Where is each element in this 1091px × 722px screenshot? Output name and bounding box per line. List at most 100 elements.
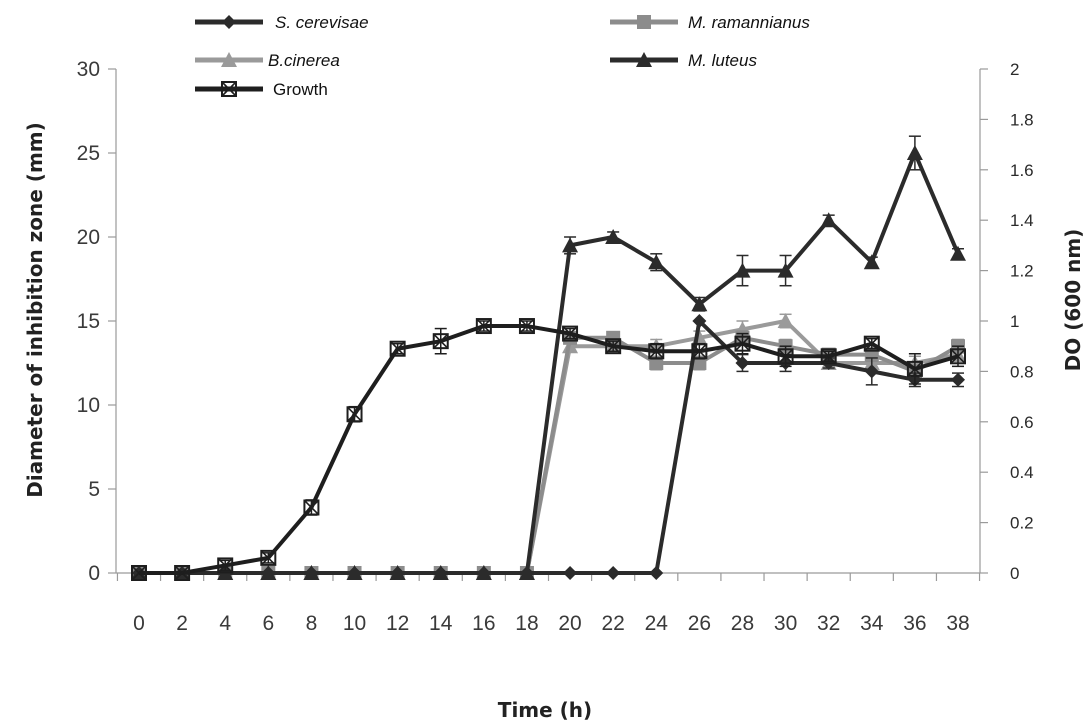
data-point (389, 565, 406, 580)
data-point (692, 314, 707, 328)
marker-cross (303, 499, 319, 516)
data-point (951, 372, 965, 387)
legend-swatch-marker (221, 52, 237, 67)
marker-cross (131, 565, 147, 581)
y-left-tick-label: 20 (77, 226, 100, 249)
marker-cross (519, 318, 535, 334)
y-axis-left-title: Diameter of inhibition zone (mm) (23, 122, 47, 498)
marker-box (648, 343, 665, 360)
data-point (303, 565, 320, 580)
x-tick-label: 20 (558, 612, 581, 635)
data-point (605, 229, 622, 244)
data-point (131, 565, 147, 581)
series-m-luteus (131, 135, 966, 580)
data-point (691, 296, 708, 312)
y-right-tick-label: 1.2 (1010, 262, 1034, 281)
y-right-tick-label: 0 (1010, 564, 1019, 583)
data-point (863, 254, 880, 270)
x-axis-title: Time (h) (498, 698, 592, 722)
marker-cross (346, 406, 363, 422)
data-point (777, 348, 794, 365)
x-tick-label: 28 (731, 612, 754, 635)
data-point (303, 499, 320, 516)
marker-box (820, 348, 837, 365)
data-point (606, 566, 621, 580)
x-tick-label: 4 (219, 612, 231, 635)
x-tick-label: 26 (688, 612, 711, 635)
marker-cross (476, 318, 492, 334)
x-tick-label: 32 (817, 612, 840, 635)
data-point (906, 360, 923, 377)
legend-item-b-cinerea: B.cinerea (195, 51, 340, 70)
y-right-tick-label: 1.8 (1010, 110, 1034, 129)
legend-swatch-marker (222, 15, 236, 29)
x-tick-label: 18 (515, 612, 538, 635)
marker-box (863, 335, 880, 352)
data-point (475, 318, 492, 335)
axes-layer (108, 68, 988, 581)
data-point (518, 565, 535, 580)
data-point (389, 340, 406, 357)
x-tick-label: 2 (176, 612, 188, 635)
marker-cross (907, 361, 923, 377)
x-tick-label: 6 (262, 612, 274, 635)
x-tick-label: 12 (386, 612, 409, 635)
marker-cross (648, 343, 664, 359)
y-right-tick-label: 1.4 (1010, 211, 1034, 230)
legend-swatch-marker (221, 81, 237, 97)
y-left-tick-label: 0 (88, 562, 100, 585)
data-point (432, 333, 449, 350)
y-left-tick-label: 15 (77, 310, 100, 333)
data-point (174, 565, 191, 581)
data-point (906, 145, 923, 160)
data-point (777, 262, 794, 278)
x-tick-label: 34 (860, 612, 884, 635)
y-right-tick-label: 0.6 (1010, 413, 1034, 432)
series-growth (131, 318, 966, 581)
marker-cross (390, 341, 406, 357)
data-point (648, 343, 665, 360)
marker-box (734, 335, 751, 352)
marker-box (346, 406, 363, 423)
data-point (863, 335, 880, 352)
series-layer (131, 135, 966, 581)
y-right-tick-label: 0.2 (1010, 514, 1034, 533)
x-tick-label: 24 (645, 612, 669, 635)
data-point (605, 338, 622, 355)
marker-cross (174, 565, 190, 581)
data-point (950, 245, 966, 261)
data-point (346, 406, 363, 423)
legend-item-growth: Growth (195, 80, 328, 99)
data-point (260, 565, 277, 580)
data-point (691, 343, 708, 360)
x-tick-label: 30 (774, 612, 797, 635)
marker-cross (691, 343, 707, 359)
y-axis-right-title: DO (600 nm) (1061, 229, 1085, 372)
data-point (475, 565, 492, 580)
y-left-tick-label: 5 (88, 478, 100, 501)
data-point (777, 313, 794, 328)
x-tick-label: 36 (903, 612, 926, 635)
legend-label: M. luteus (688, 51, 757, 70)
legend-label: M. ramannianus (688, 13, 810, 32)
marker-cross (221, 81, 237, 97)
marker-box (389, 340, 406, 357)
legend-item-m-luteus: M. luteus (610, 51, 757, 70)
legend-item-s-cerevisae: S. cerevisae (195, 13, 369, 32)
data-point (820, 212, 837, 228)
legend-item-m-ramannianus: M. ramannianus (610, 13, 810, 32)
x-tick-label: 14 (429, 612, 453, 635)
data-point (260, 549, 277, 566)
x-tick-label: 38 (946, 612, 969, 635)
x-tick-label: 8 (306, 612, 318, 635)
data-point (735, 356, 750, 370)
marker-box (432, 333, 449, 350)
series-m-ramannianus (132, 330, 965, 580)
y-left-tick-label: 25 (77, 142, 100, 165)
data-point (562, 237, 579, 253)
marker-box (221, 81, 237, 97)
data-point (950, 348, 966, 365)
marker-cross (950, 348, 966, 364)
